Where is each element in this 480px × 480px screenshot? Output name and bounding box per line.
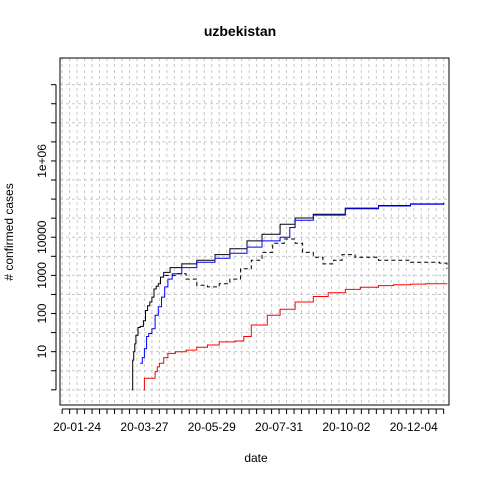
series-line-1 (131, 202, 445, 391)
y-axis-label: # confirmed cases (2, 183, 16, 280)
x-axis-label: date (244, 451, 268, 465)
x-tick-label: 20-10-02 (322, 420, 370, 434)
series-layer (131, 202, 448, 391)
y-tick-label: 100 (35, 303, 49, 323)
x-tick-label: 20-01-24 (53, 420, 101, 434)
series-line-4 (143, 283, 448, 391)
series-line-3 (164, 238, 448, 288)
grid (60, 58, 449, 405)
x-tick-label: 20-05-29 (188, 420, 236, 434)
series-line-2 (140, 203, 445, 364)
y-tick-label: 10 (35, 345, 49, 359)
y-tick-label: 10000 (35, 220, 49, 254)
y-tick-label: 1000 (35, 262, 49, 289)
x-tick-label: 20-12-04 (390, 420, 438, 434)
x-tick-label: 20-07-31 (255, 420, 303, 434)
x-tick-label: 20-03-27 (120, 420, 168, 434)
y-tick-label: 1e+06 (35, 144, 49, 178)
plot-frame (59, 57, 450, 406)
axes: 20-01-24 20-03-27 20-05-29 20-07-31 20-10-02… (35, 84, 445, 434)
chart-title: uzbekistan (204, 23, 276, 39)
